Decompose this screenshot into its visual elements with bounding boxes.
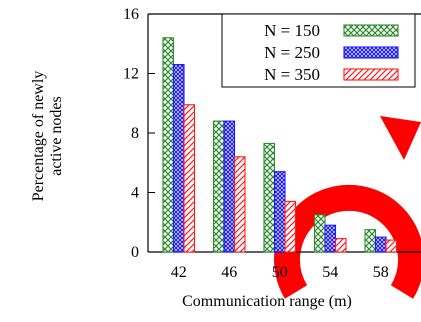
bar-46-1 xyxy=(212,120,225,253)
y-tick-label: 12 xyxy=(123,66,139,83)
legend-label: N = 150 xyxy=(264,21,320,40)
y-axis-title: Percentage of newly active nodes xyxy=(30,71,65,202)
y-tick-label: 4 xyxy=(131,185,139,202)
bar-50-3 xyxy=(284,200,297,253)
bar-54-3 xyxy=(334,238,347,253)
watermark-arc xyxy=(274,184,421,299)
y-tick-labels: 0 4 8 12 16 xyxy=(123,6,139,261)
y-axis-title-line-2: active nodes xyxy=(48,96,65,176)
bar-58-3 xyxy=(385,239,398,253)
bar-50-1 xyxy=(263,142,276,253)
bar-54-1 xyxy=(313,214,326,253)
x-tick-label: 42 xyxy=(171,264,187,281)
watermark-triangle xyxy=(380,116,421,160)
x-tick-label: 54 xyxy=(322,264,338,281)
bar-58-2 xyxy=(374,236,387,253)
bar-42-1 xyxy=(162,37,175,253)
bar-42-3 xyxy=(183,104,196,253)
legend-label: N = 250 xyxy=(264,43,320,62)
x-axis-title: Communication range (m) xyxy=(182,293,352,310)
bar-42-2 xyxy=(172,64,185,253)
legend-swatch xyxy=(343,68,399,81)
y-tick-label: 16 xyxy=(123,6,139,23)
legend-swatch xyxy=(343,46,399,59)
bar-46-3 xyxy=(233,156,246,253)
bar-50-2 xyxy=(273,171,286,253)
legend: N = 150 N = 250 N = 350 xyxy=(221,13,416,88)
x-tick-labels: 42 46 50 54 58 xyxy=(171,264,389,281)
bar-46-2 xyxy=(223,120,236,253)
bar-54-2 xyxy=(324,224,337,253)
legend-swatch xyxy=(343,24,399,37)
x-tick-label: 50 xyxy=(272,264,288,281)
y-tick-label: 8 xyxy=(131,125,139,142)
y-axis-title-line-1: Percentage of newly xyxy=(30,71,47,202)
x-tick-label: 58 xyxy=(373,264,389,281)
y-tick-label: 0 xyxy=(131,244,139,261)
bars xyxy=(162,37,398,253)
x-tick-label: 46 xyxy=(221,264,237,281)
bar-58-1 xyxy=(364,229,377,253)
legend-label: N = 350 xyxy=(264,65,320,84)
watermark xyxy=(274,116,421,299)
